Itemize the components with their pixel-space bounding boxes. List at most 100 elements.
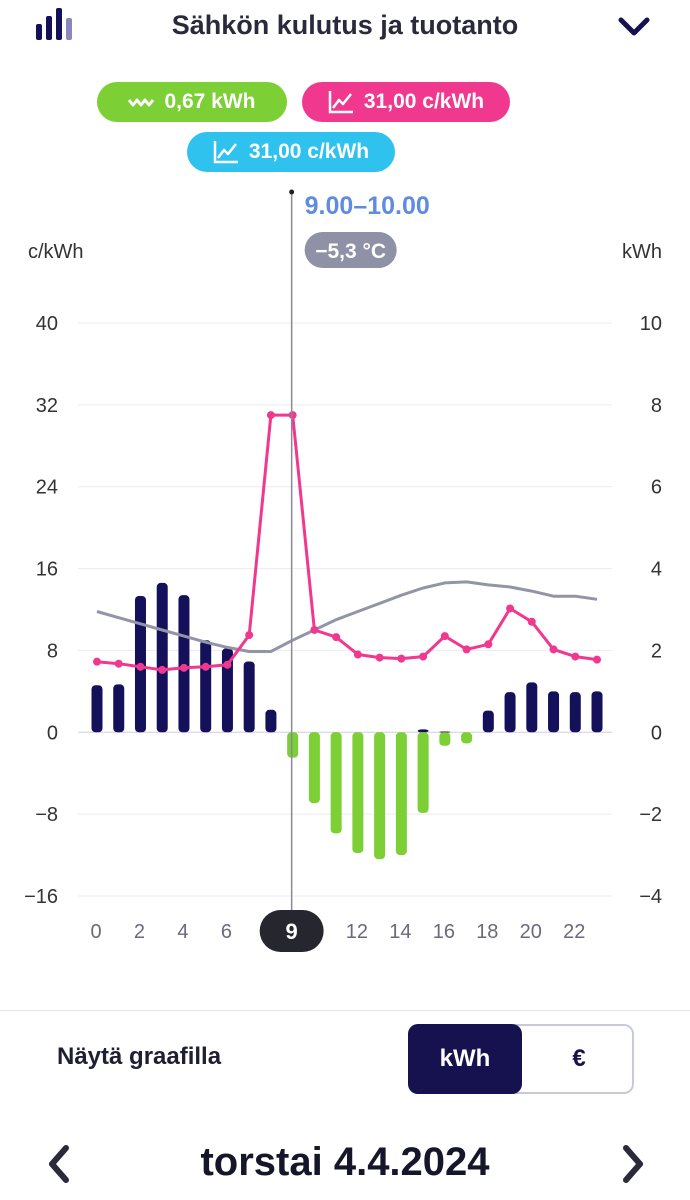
production-bar[interactable] [330, 732, 342, 834]
price-point [527, 617, 536, 626]
production-bar[interactable] [374, 732, 386, 860]
price-point [593, 655, 602, 664]
x-tick-label: 22 [563, 921, 585, 943]
right-tick-label: 6 [651, 477, 662, 499]
price-point [332, 633, 341, 642]
left-tick-label: 40 [36, 313, 58, 335]
production-bar[interactable] [461, 732, 473, 744]
x-tick-label: 6 [221, 921, 232, 943]
left-tick-label: 8 [47, 640, 58, 662]
consumption-value: 0,67 kWh [164, 90, 256, 113]
production-bar[interactable] [287, 732, 299, 758]
production-bar[interactable] [308, 732, 320, 804]
divider [0, 1010, 690, 1011]
left-axis-label: c/kWh [28, 241, 84, 263]
x-tick-label: 12 [346, 921, 368, 943]
temperature-line [96, 580, 598, 653]
price-point [136, 662, 145, 671]
price-point [114, 659, 123, 668]
production-bar[interactable] [417, 732, 429, 813]
kwh-toggle-button[interactable]: kWh [408, 1024, 522, 1094]
left-tick-label: 24 [36, 477, 58, 499]
right-tick-label: 2 [651, 640, 662, 662]
consumption-bar[interactable] [221, 648, 233, 733]
bars [91, 582, 603, 860]
price-point [179, 663, 188, 672]
price-point [506, 604, 515, 613]
chevron-right-icon[interactable] [618, 1142, 648, 1186]
header: Sähkön kulutus ja tuotanto [0, 0, 690, 60]
x-tick-label: 2 [134, 921, 145, 943]
x-tick-label: 4 [177, 921, 188, 943]
line-chart-icon [328, 91, 353, 114]
consumption-bar[interactable] [178, 595, 190, 733]
production-bar[interactable] [439, 732, 451, 746]
price-point [93, 657, 101, 666]
price-point [353, 650, 362, 659]
price-point [288, 411, 297, 420]
price-point [440, 632, 449, 641]
line-chart-icon [213, 141, 238, 164]
price-point [549, 645, 558, 654]
consumption-bar[interactable] [548, 691, 560, 733]
price-point [201, 662, 210, 671]
price-point [571, 652, 580, 661]
grid [78, 322, 612, 897]
right-axis: 10 8 6 4 2 0 −2 −4 [639, 313, 662, 908]
right-tick-label: 4 [651, 559, 662, 581]
left-axis: 40 32 24 16 8 0 −8 −16 [24, 313, 58, 908]
consumption-bar[interactable] [482, 710, 494, 733]
left-tick-label: 0 [47, 722, 58, 744]
consumption-bar[interactable] [200, 640, 212, 733]
price-point [462, 645, 471, 654]
euro-toggle-button[interactable]: € [572, 1045, 586, 1072]
x-tick-label: 16 [433, 921, 455, 943]
chevron-down-icon[interactable] [616, 14, 652, 40]
x-axis: 0 2 4 6 9 12 14 16 18 20 22 [90, 910, 585, 952]
consumption-bar[interactable] [417, 729, 429, 733]
selected-hour-badge [259, 910, 324, 952]
price-point [375, 653, 384, 662]
price-point [484, 640, 493, 649]
date-label: torstai 4.4.2024 [200, 1140, 490, 1184]
right-axis-label: kWh [622, 241, 662, 263]
consumption-bar[interactable] [265, 709, 277, 733]
bar-chart-icon[interactable] [36, 8, 76, 40]
price-badge-pink: 31,00 c/kWh [302, 82, 510, 122]
price-point [310, 625, 319, 634]
selection-dot [289, 189, 295, 195]
x-tick-label-selected: 9 [286, 919, 298, 944]
consumption-bar[interactable] [243, 661, 255, 733]
consumption-bar[interactable] [91, 685, 103, 733]
production-bar[interactable] [395, 732, 407, 856]
consumption-bar[interactable] [526, 682, 538, 733]
page-title: Sähkön kulutus ja tuotanto [171, 10, 519, 40]
show-on-chart-label: Näytä graafilla [57, 1043, 222, 1070]
price-point [266, 411, 275, 420]
x-tick-label: 20 [520, 921, 542, 943]
consumption-bar[interactable] [569, 692, 581, 733]
consumption-bar[interactable] [591, 691, 603, 733]
consumption-badge: 0,67 kWh [97, 82, 287, 122]
left-tick-label: 16 [36, 559, 58, 581]
zigzag-icon [128, 98, 155, 107]
consumption-bar[interactable] [504, 692, 516, 733]
price-points [93, 411, 602, 674]
left-tick-label: −8 [35, 804, 58, 826]
consumption-bar[interactable] [113, 684, 125, 733]
unit-toggle: kWh € [408, 1024, 634, 1094]
right-tick-label: −4 [639, 886, 662, 908]
date-navigation: torstai 4.4.2024 [0, 1130, 690, 1200]
left-tick-label: −16 [24, 886, 58, 908]
price-point [419, 652, 428, 661]
x-tick-label: 0 [90, 921, 101, 943]
price-value-blue: 31,00 c/kWh [248, 140, 370, 163]
production-bar[interactable] [352, 732, 364, 854]
consumption-bar[interactable] [156, 582, 168, 733]
chevron-left-icon[interactable] [44, 1142, 74, 1186]
price-point [397, 654, 406, 663]
consumption-bar[interactable] [439, 731, 451, 733]
price-point [158, 665, 167, 674]
right-tick-label: 0 [651, 722, 662, 744]
